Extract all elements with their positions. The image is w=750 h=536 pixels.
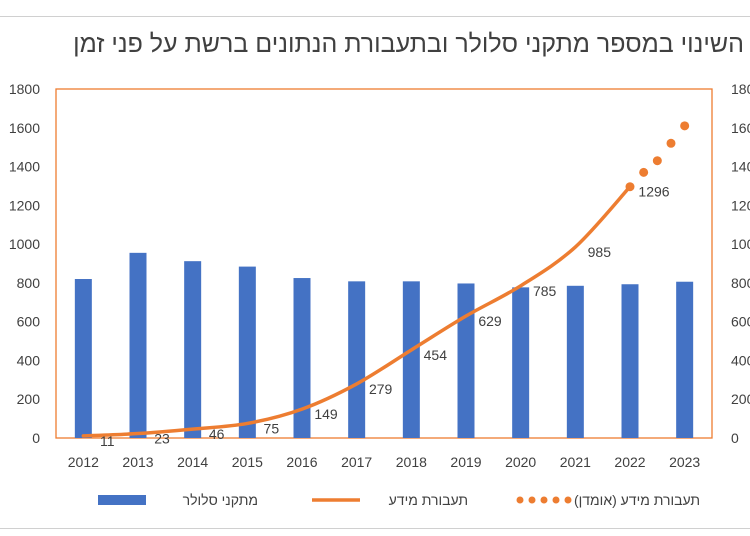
y-axis-tick-label: 1600 [9, 120, 40, 136]
y2-axis-tick-label: 0 [731, 430, 739, 446]
chart-title: השינוי במספר מתקני סלולר ובתעבורת הנתוני… [73, 30, 744, 58]
x-axis-tick-label: 2020 [505, 454, 536, 470]
line-data-label: 1296 [638, 184, 669, 200]
estimate-dot [652, 156, 662, 166]
plot-area-border [55, 88, 713, 439]
bar [402, 281, 420, 438]
series-line [81, 184, 632, 438]
bar [129, 252, 147, 438]
x-axis-tick-label: 2023 [669, 454, 700, 470]
bottom-border [0, 528, 750, 529]
line-data-label: 985 [588, 244, 612, 260]
bar [566, 285, 584, 438]
line-data-label: 785 [533, 283, 557, 299]
legend-swatch-dots [552, 496, 560, 504]
legend-label-dots: תעבורת מידע (אומדן) [574, 492, 700, 508]
bar [621, 284, 639, 438]
y-axis-tick-label: 1200 [9, 197, 40, 213]
bar [238, 266, 256, 438]
y2-axis-tick-label: 1200 [731, 197, 750, 213]
x-axis-tick-label: 2013 [122, 454, 153, 470]
legend-swatch-dots [516, 496, 524, 504]
y-axis-tick-label: 800 [17, 275, 41, 291]
y-axis-tick-label: 200 [17, 391, 41, 407]
bar [348, 281, 366, 438]
legend-swatch-dots [564, 496, 572, 504]
bar [74, 279, 92, 438]
legend-swatch-dots [540, 496, 548, 504]
line-data-label: 11 [100, 433, 115, 449]
x-axis-tick-label: 2015 [232, 454, 263, 470]
x-axis-tick-label: 2018 [396, 454, 427, 470]
y-axis-tick-label: 1800 [9, 81, 40, 97]
line-data-label: 279 [369, 381, 393, 397]
y-axis-tick-label: 1400 [9, 159, 40, 175]
line-data-label: 23 [154, 431, 170, 447]
y2-axis-tick-label: 200 [731, 391, 750, 407]
y2-axis-tick-label: 1600 [731, 120, 750, 136]
top-border [0, 16, 750, 17]
estimate-dot [639, 167, 649, 177]
legend-swatch-bars [98, 495, 146, 505]
line-data-label: 454 [424, 347, 448, 363]
y2-axis-tick-label: 1800 [731, 81, 750, 97]
line-data-label: 75 [264, 420, 280, 436]
legend-label-bars: מתקני סלולר [183, 492, 258, 508]
estimate-dot [680, 121, 690, 131]
y-axis-tick-label: 600 [17, 314, 41, 330]
bar [184, 261, 202, 438]
y-axis-tick-label: 400 [17, 352, 41, 368]
y2-axis-tick-label: 1400 [731, 159, 750, 175]
legend-label-line: תעבורת מידע [389, 492, 468, 508]
line-data-label: 46 [209, 426, 225, 442]
x-axis-tick-label: 2014 [177, 454, 208, 470]
y-axis-tick-label: 1000 [9, 236, 40, 252]
x-axis-tick-label: 2021 [560, 454, 591, 470]
y2-axis-tick-label: 800 [731, 275, 750, 291]
line-data-label: 629 [478, 313, 502, 329]
x-axis-tick-label: 2017 [341, 454, 372, 470]
estimate-dot [666, 138, 676, 148]
x-axis-tick-label: 2019 [450, 454, 481, 470]
estimate-dot [625, 182, 635, 192]
bar [457, 283, 475, 438]
y-axis-tick-label: 0 [32, 430, 40, 446]
legend-swatch-dots [528, 496, 536, 504]
y2-axis-tick-label: 1000 [731, 236, 750, 252]
bar [293, 278, 311, 438]
y2-axis-tick-label: 600 [731, 314, 750, 330]
x-axis-tick-label: 2016 [286, 454, 317, 470]
x-axis-tick-label: 2022 [614, 454, 645, 470]
y2-axis-tick-label: 400 [731, 352, 750, 368]
bar [512, 287, 530, 438]
x-axis-tick-label: 2012 [68, 454, 99, 470]
bar [676, 281, 694, 438]
line-data-label: 149 [314, 406, 338, 422]
